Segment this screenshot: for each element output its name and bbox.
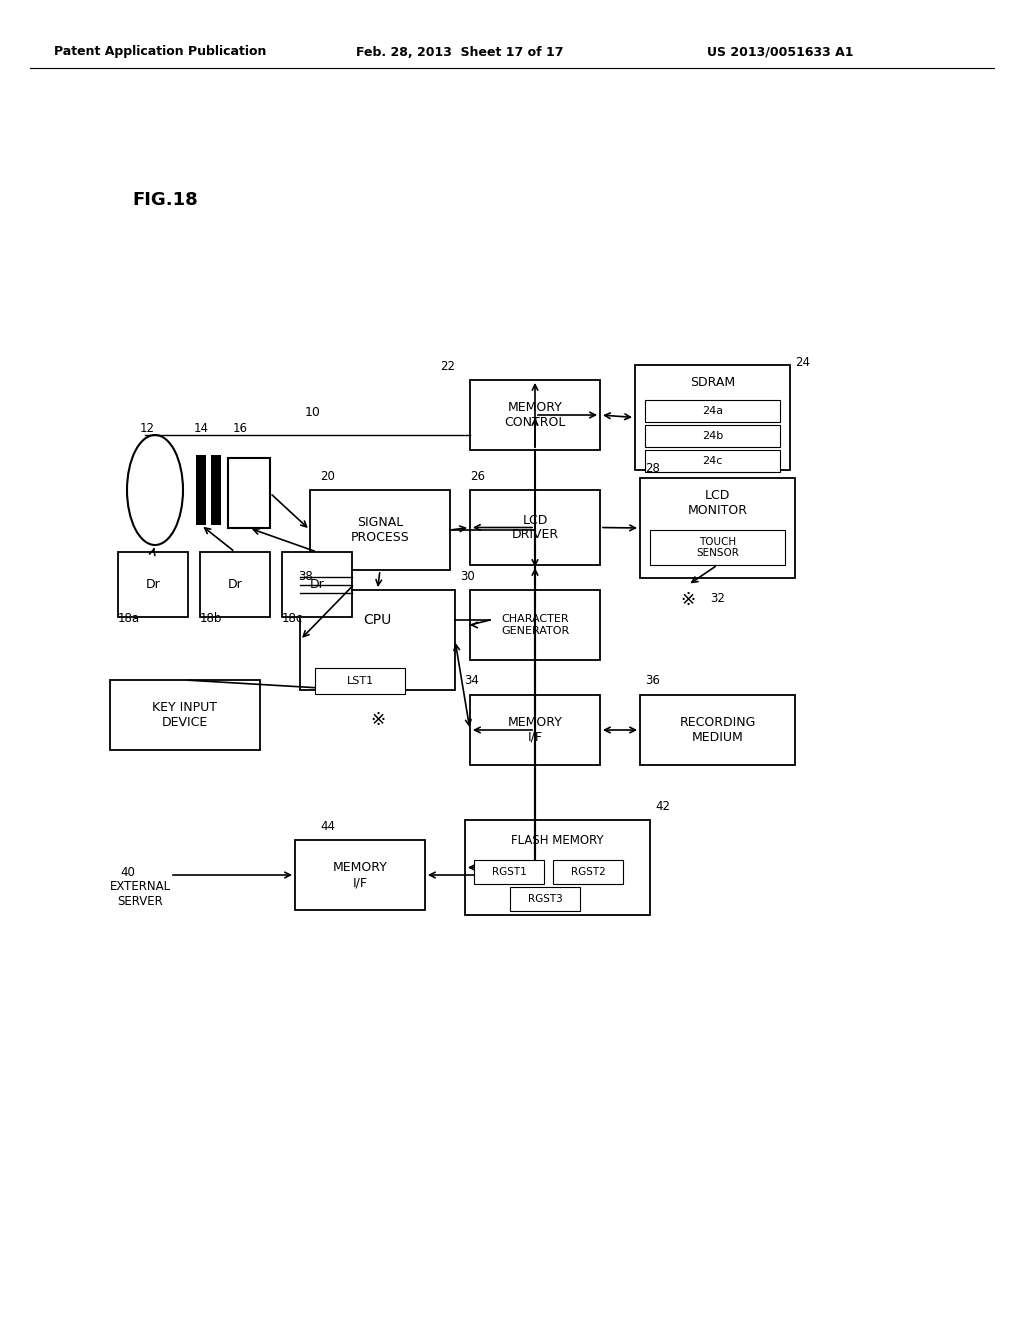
Text: 32: 32 [710, 591, 725, 605]
Text: CHARACTER
GENERATOR: CHARACTER GENERATOR [501, 614, 569, 636]
Text: 28: 28 [645, 462, 659, 474]
Text: ※: ※ [371, 711, 386, 729]
Text: RGST2: RGST2 [570, 867, 605, 876]
Bar [470, 490, 600, 565]
Text: KEY INPUT
DEVICE: KEY INPUT DEVICE [153, 701, 217, 729]
Bar [470, 696, 600, 766]
Bar [295, 840, 425, 909]
Text: 10: 10 [305, 405, 321, 418]
Text: LST1: LST1 [346, 676, 374, 686]
Bar [640, 696, 795, 766]
Text: LCD
MONITOR: LCD MONITOR [687, 488, 748, 517]
Bar [211, 455, 221, 525]
Bar [470, 590, 600, 660]
Bar [228, 458, 270, 528]
Text: LCD
DRIVER: LCD DRIVER [511, 513, 558, 541]
Text: EXTERNAL
SERVER: EXTERNAL SERVER [110, 880, 171, 908]
Text: 26: 26 [470, 470, 485, 483]
Text: MEMORY
I/F: MEMORY I/F [508, 715, 562, 744]
Bar [650, 531, 785, 565]
Text: US 2013/0051633 A1: US 2013/0051633 A1 [707, 45, 853, 58]
Bar [196, 455, 206, 525]
Bar [474, 861, 544, 884]
Text: Patent Application Publication: Patent Application Publication [54, 45, 266, 58]
Text: 14: 14 [194, 421, 209, 434]
Text: Dr: Dr [145, 578, 161, 591]
Text: SDRAM: SDRAM [690, 376, 735, 389]
Text: 42: 42 [655, 800, 670, 813]
Bar [465, 820, 650, 915]
Text: FLASH MEMORY: FLASH MEMORY [511, 833, 604, 846]
Text: Feb. 28, 2013  Sheet 17 of 17: Feb. 28, 2013 Sheet 17 of 17 [356, 45, 564, 58]
Text: 18b: 18b [200, 611, 222, 624]
Bar [645, 450, 780, 473]
Bar [200, 552, 270, 616]
Text: TOUCH
SENSOR: TOUCH SENSOR [696, 537, 739, 558]
Bar [315, 668, 406, 694]
Bar [553, 861, 623, 884]
Text: 20: 20 [319, 470, 335, 483]
Text: RGST1: RGST1 [492, 867, 526, 876]
Text: 24: 24 [795, 355, 810, 368]
Text: Dr: Dr [309, 578, 325, 591]
Text: 18a: 18a [118, 611, 140, 624]
Text: 30: 30 [460, 569, 475, 582]
Text: 38: 38 [298, 569, 312, 582]
Text: ※: ※ [680, 591, 695, 609]
Bar [118, 552, 188, 616]
Text: MEMORY
I/F: MEMORY I/F [333, 861, 387, 888]
Text: 24b: 24b [701, 432, 723, 441]
Bar [310, 490, 450, 570]
Bar [510, 887, 580, 911]
Text: 34: 34 [464, 675, 479, 688]
Bar [645, 425, 780, 447]
Text: Dr: Dr [227, 578, 243, 591]
Text: 24c: 24c [702, 455, 723, 466]
Text: 18c: 18c [282, 611, 303, 624]
Bar [300, 590, 455, 690]
Text: SIGNAL
PROCESS: SIGNAL PROCESS [350, 516, 410, 544]
Text: 12: 12 [140, 421, 155, 434]
Text: 36: 36 [645, 675, 659, 688]
Text: 44: 44 [319, 820, 335, 833]
Bar [640, 478, 795, 578]
Text: RGST3: RGST3 [527, 894, 562, 904]
Text: FIG.18: FIG.18 [132, 191, 198, 209]
Bar [110, 680, 260, 750]
Bar [645, 400, 780, 422]
Bar [470, 380, 600, 450]
Text: 16: 16 [232, 421, 248, 434]
Text: 22: 22 [440, 359, 455, 372]
Bar [282, 552, 352, 616]
Text: CPU: CPU [364, 612, 391, 627]
Text: 24a: 24a [701, 407, 723, 416]
Bar [635, 366, 790, 470]
Text: RECORDING
MEDIUM: RECORDING MEDIUM [679, 715, 756, 744]
Text: MEMORY
CONTROL: MEMORY CONTROL [504, 401, 565, 429]
Text: 40: 40 [120, 866, 135, 879]
